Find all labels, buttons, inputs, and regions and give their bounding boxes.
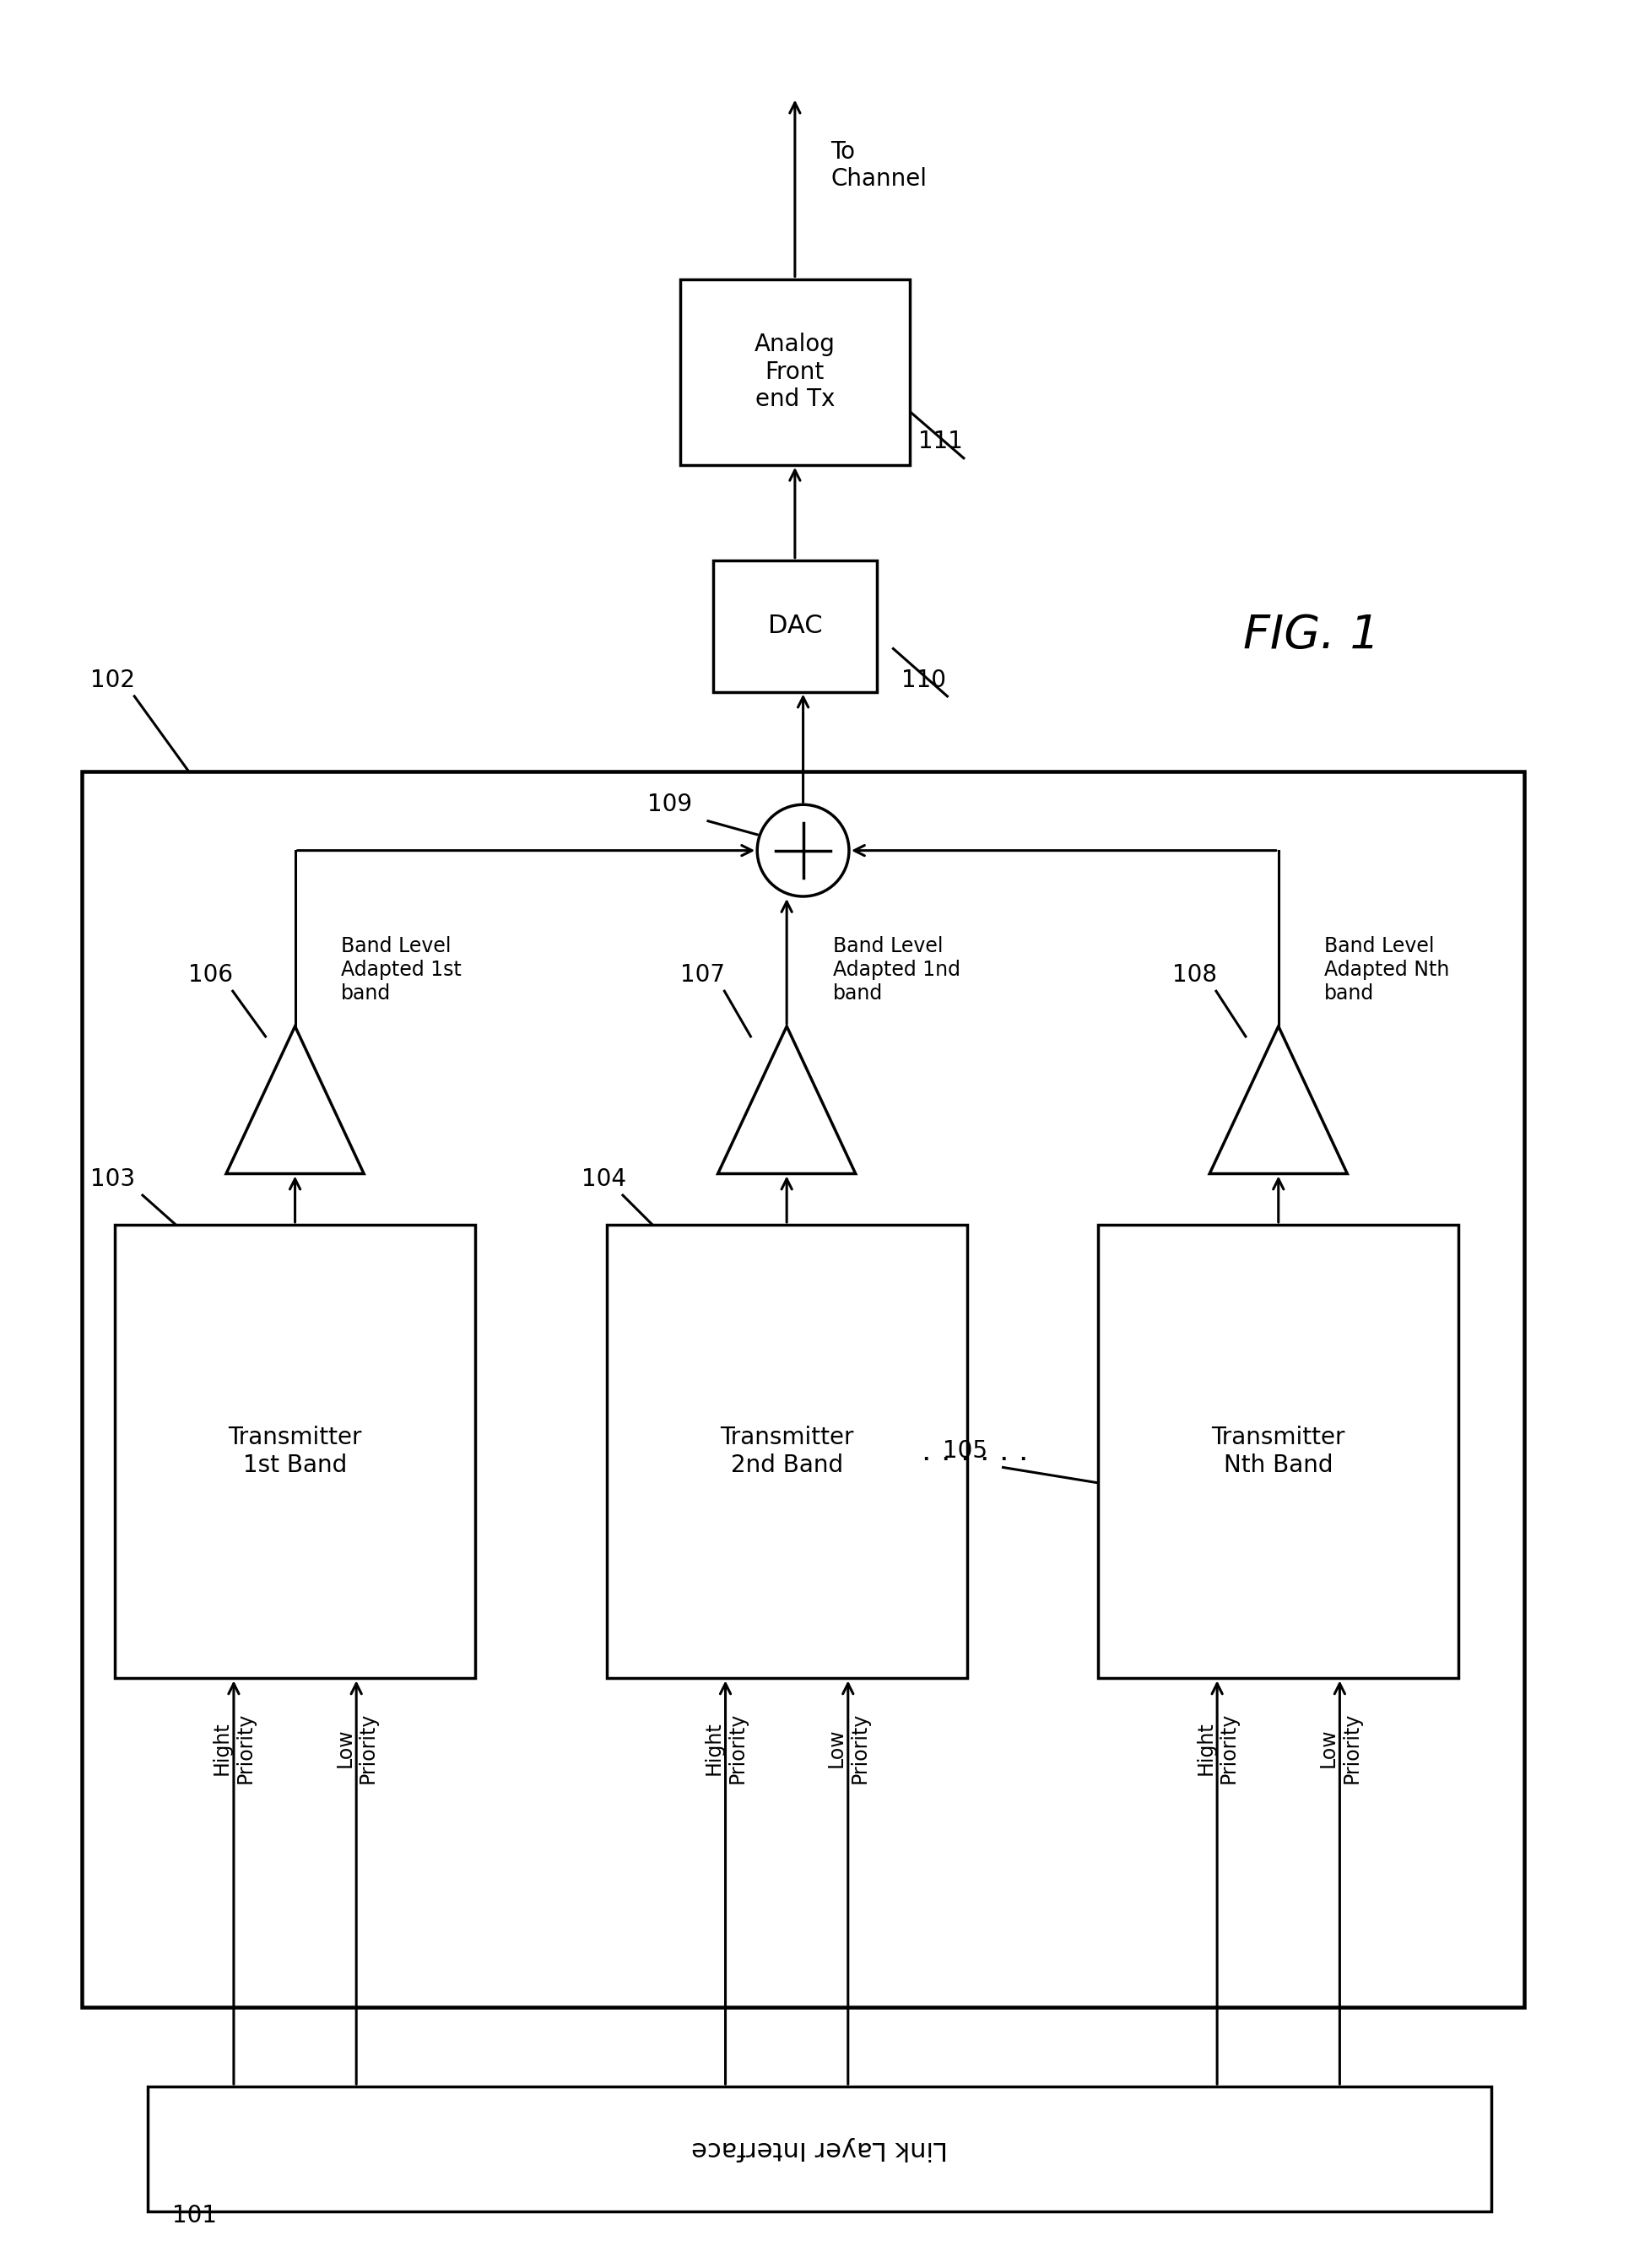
- Text: . . . . . .: . . . . . .: [921, 1438, 1029, 1465]
- Text: Hight
Priority: Hight Priority: [211, 1712, 256, 1783]
- Text: Hight
Priority: Hight Priority: [703, 1712, 747, 1783]
- Text: 111: 111: [918, 431, 962, 454]
- Text: 101: 101: [172, 2204, 216, 2227]
- Text: Transmitter
2nd Band: Transmitter 2nd Band: [720, 1427, 854, 1476]
- Text: Band Level
Adapted 1st
band: Band Level Adapted 1st band: [341, 937, 462, 1002]
- Text: Analog
Front
end Tx: Analog Front end Tx: [754, 333, 836, 411]
- Text: 104: 104: [582, 1168, 626, 1191]
- Text: Low
Priority: Low Priority: [826, 1712, 870, 1783]
- FancyBboxPatch shape: [148, 2087, 1491, 2211]
- Text: Band Level
Adapted 1nd
band: Band Level Adapted 1nd band: [833, 937, 960, 1002]
- Text: 106: 106: [188, 964, 233, 987]
- Text: 107: 107: [680, 964, 724, 987]
- Text: Low
Priority: Low Priority: [1318, 1712, 1362, 1783]
- FancyBboxPatch shape: [680, 279, 910, 465]
- Text: 108: 108: [1172, 964, 1216, 987]
- Text: 105: 105: [942, 1440, 987, 1463]
- Text: 102: 102: [90, 669, 134, 692]
- FancyBboxPatch shape: [82, 771, 1524, 2007]
- Text: Transmitter
Nth Band: Transmitter Nth Band: [1211, 1427, 1346, 1476]
- Text: Hight
Priority: Hight Priority: [1195, 1712, 1239, 1783]
- Text: 109: 109: [647, 794, 692, 816]
- Text: Band Level
Adapted Nth
band: Band Level Adapted Nth band: [1324, 937, 1449, 1002]
- Text: 103: 103: [90, 1168, 134, 1191]
- Text: FIG. 1: FIG. 1: [1242, 612, 1380, 658]
- FancyBboxPatch shape: [713, 560, 877, 692]
- Text: DAC: DAC: [767, 615, 823, 637]
- FancyBboxPatch shape: [115, 1225, 475, 1678]
- Text: Low
Priority: Low Priority: [334, 1712, 379, 1783]
- Text: To
Channel: To Channel: [831, 141, 928, 191]
- FancyBboxPatch shape: [1098, 1225, 1459, 1678]
- FancyBboxPatch shape: [606, 1225, 967, 1678]
- Text: Link Layer Interface: Link Layer Interface: [692, 2136, 947, 2161]
- Text: Transmitter
1st Band: Transmitter 1st Band: [228, 1427, 362, 1476]
- Text: 110: 110: [901, 669, 946, 692]
